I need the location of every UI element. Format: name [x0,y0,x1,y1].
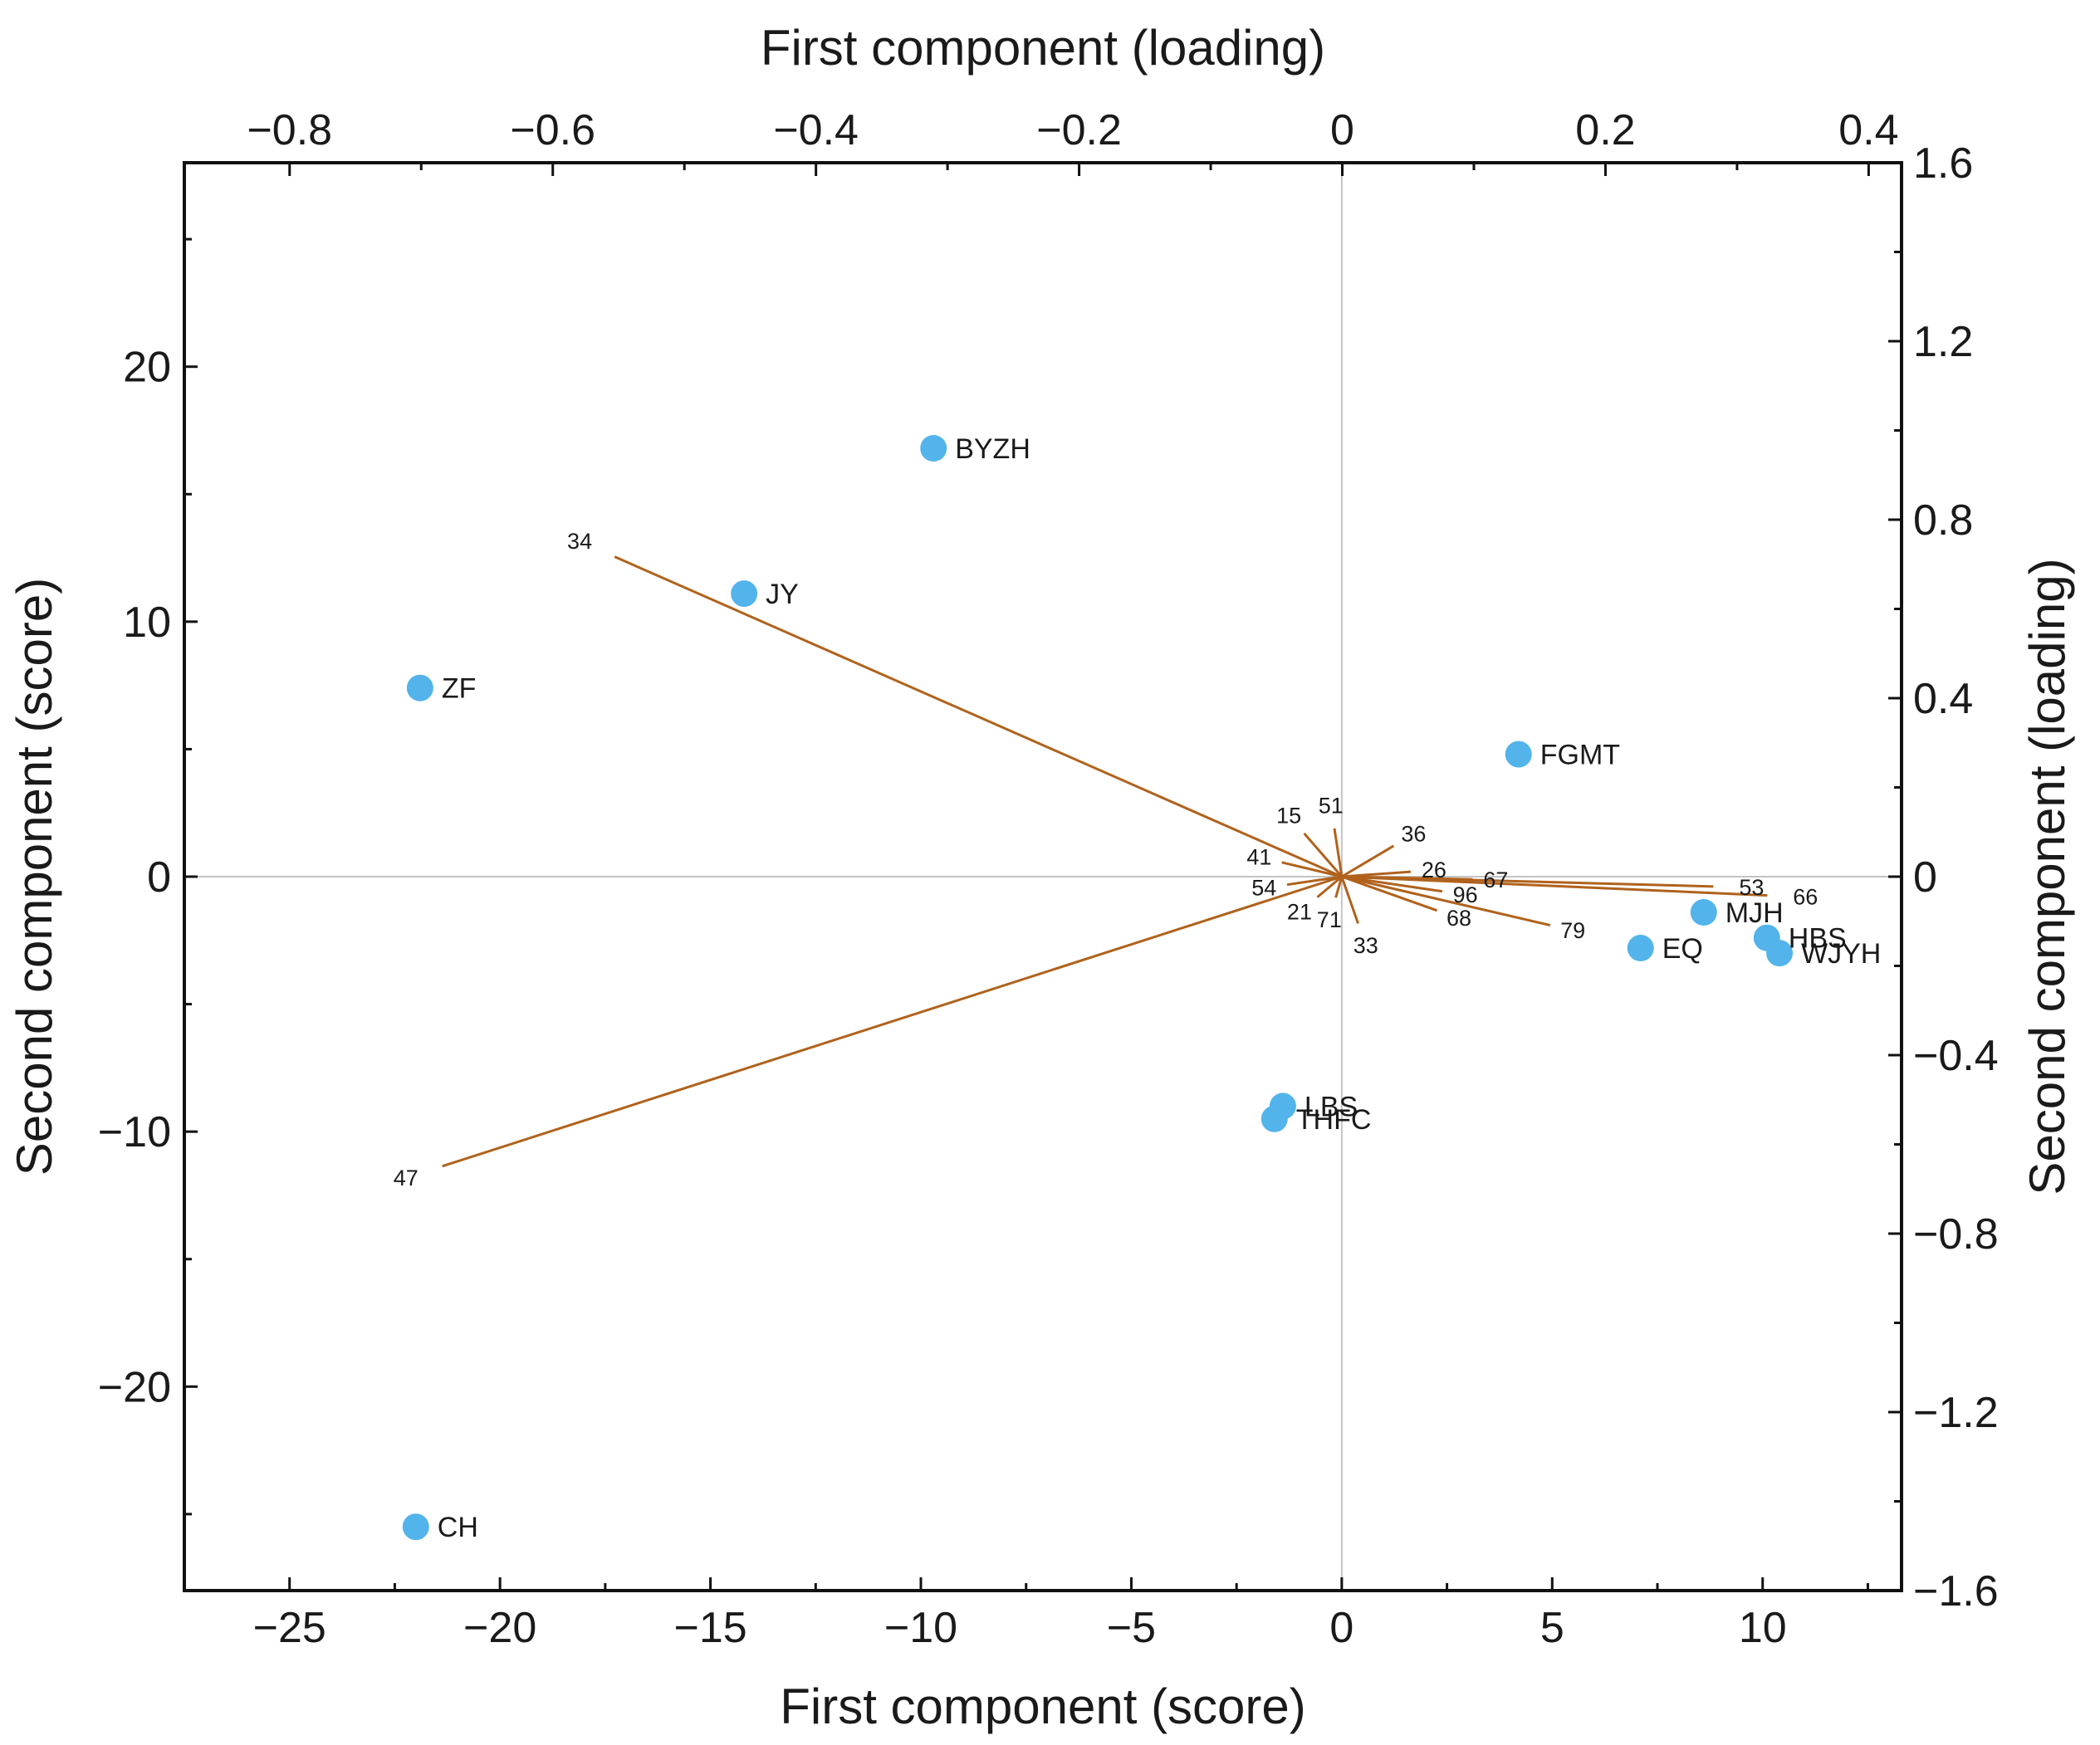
loading-vector-41 [1281,861,1343,878]
score-point-thfc [1260,1105,1288,1132]
score-point-zf [406,674,433,701]
bottom-axis-ticks: −25 −20 −15 −10 −5 0 5 10 [253,1577,1869,1652]
left-axis-title: Second component (score) [7,578,62,1176]
left-tick-label: −10 [98,1108,171,1156]
loading-label-33: 33 [1353,933,1378,958]
score-points [402,435,1794,1541]
right-axis-ticks: −1.6 −1.2 −0.8 −0.4 0 0.4 0.8 1.2 1.6 [1888,139,1999,1615]
score-label-fgmt: FGMT [1540,740,1620,771]
score-label-jy: JY [766,579,799,610]
score-point-mjh [1690,899,1717,926]
top-tick-label: −0.8 [247,106,332,154]
bottom-tick-label: −10 [884,1604,957,1652]
bottom-tick-label: −15 [673,1604,747,1652]
top-tick-label: −0.6 [510,106,595,154]
loading-label-34: 34 [567,529,592,554]
score-label-hbs: HBS [1789,923,1847,955]
top-tick-label: 0.4 [1838,106,1898,154]
loading-label-68: 68 [1447,906,1471,931]
loading-label-26: 26 [1422,858,1447,882]
loading-vector-79 [1341,875,1551,927]
loading-vector-36 [1341,844,1395,878]
left-axis-ticks: −20 −10 0 10 20 [98,237,198,1516]
loading-vector-33 [1340,876,1359,924]
right-tick-label: 1.6 [1913,139,1973,188]
loading-label-96: 96 [1453,882,1478,907]
loading-vector-15 [1303,832,1344,877]
score-label-thfc: THFC [1296,1104,1372,1136]
loading-label-71: 71 [1317,907,1342,932]
right-tick-label: −0.8 [1913,1210,1999,1259]
top-axis-ticks: −0.8 −0.6 −0.4 −0.2 0 0.2 0.4 [247,106,1899,176]
bottom-tick-label: 0 [1329,1604,1353,1652]
top-tick-label: −0.4 [773,106,859,154]
right-tick-label: −1.2 [1913,1389,1999,1437]
loading-label-15: 15 [1276,804,1301,829]
loading-vector-96 [1341,875,1443,893]
score-point-ch [402,1513,429,1541]
top-axis-title: First component (loading) [761,20,1325,76]
score-label-byzh: BYZH [955,433,1030,465]
loading-label-54: 54 [1251,876,1276,901]
right-tick-label: 0.8 [1913,496,1973,545]
left-tick-label: 10 [123,599,171,647]
score-point-jy [731,580,758,608]
loading-vector-71 [1334,876,1344,898]
loading-vector-34 [614,555,1343,878]
right-tick-label: −0.4 [1913,1032,1999,1080]
loading-vector-21 [1316,875,1343,898]
loading-label-67: 67 [1483,868,1508,892]
loading-label-41: 41 [1246,844,1271,869]
left-tick-label: 0 [147,853,171,902]
score-label-lbs: LBS [1305,1091,1358,1122]
score-point-eq [1627,935,1654,961]
right-tick-label: −1.6 [1913,1567,1999,1615]
top-tick-label: 0.2 [1575,106,1635,154]
left-tick-label: 20 [123,344,171,392]
loading-label-66: 66 [1793,885,1818,910]
score-label-wjyh: WJYH [1801,938,1881,970]
loading-label-53: 53 [1739,875,1764,900]
score-label-ch: CH [438,1512,478,1543]
loading-vector-47 [442,875,1343,1168]
loading-vectors [442,555,1768,1168]
right-axis-title: Second component (loading) [2019,558,2075,1195]
loading-label-51: 51 [1319,793,1344,818]
loading-label-36: 36 [1401,822,1426,847]
left-tick-label: −20 [98,1363,171,1411]
loading-label-79: 79 [1560,918,1585,943]
bottom-tick-label: −20 [463,1604,536,1652]
loading-vector-68 [1341,875,1438,912]
score-point-fgmt [1505,741,1532,768]
bottom-tick-label: 5 [1540,1604,1564,1652]
top-tick-label: −0.2 [1036,106,1122,154]
bottom-axis-title: First component (score) [780,1679,1306,1734]
loading-label-47: 47 [394,1166,419,1190]
score-label-zf: ZF [442,673,477,705]
score-label-mjh: MJH [1726,897,1784,929]
right-tick-label: 0 [1913,853,1937,902]
loading-vector-66 [1341,875,1768,897]
right-tick-label: 0.4 [1913,675,1973,723]
score-point-byzh [920,435,947,462]
loading-vector-54 [1286,875,1343,887]
loading-vector-51 [1333,828,1344,877]
bottom-tick-label: −5 [1107,1604,1156,1652]
loading-label-21: 21 [1287,900,1312,925]
bottom-tick-label: −25 [253,1604,326,1652]
score-point-wjyh [1766,940,1794,967]
top-tick-label: 0 [1330,106,1354,154]
bottom-tick-label: 10 [1739,1604,1787,1652]
right-tick-label: 1.2 [1913,318,1973,366]
score-label-eq: EQ [1662,933,1703,965]
